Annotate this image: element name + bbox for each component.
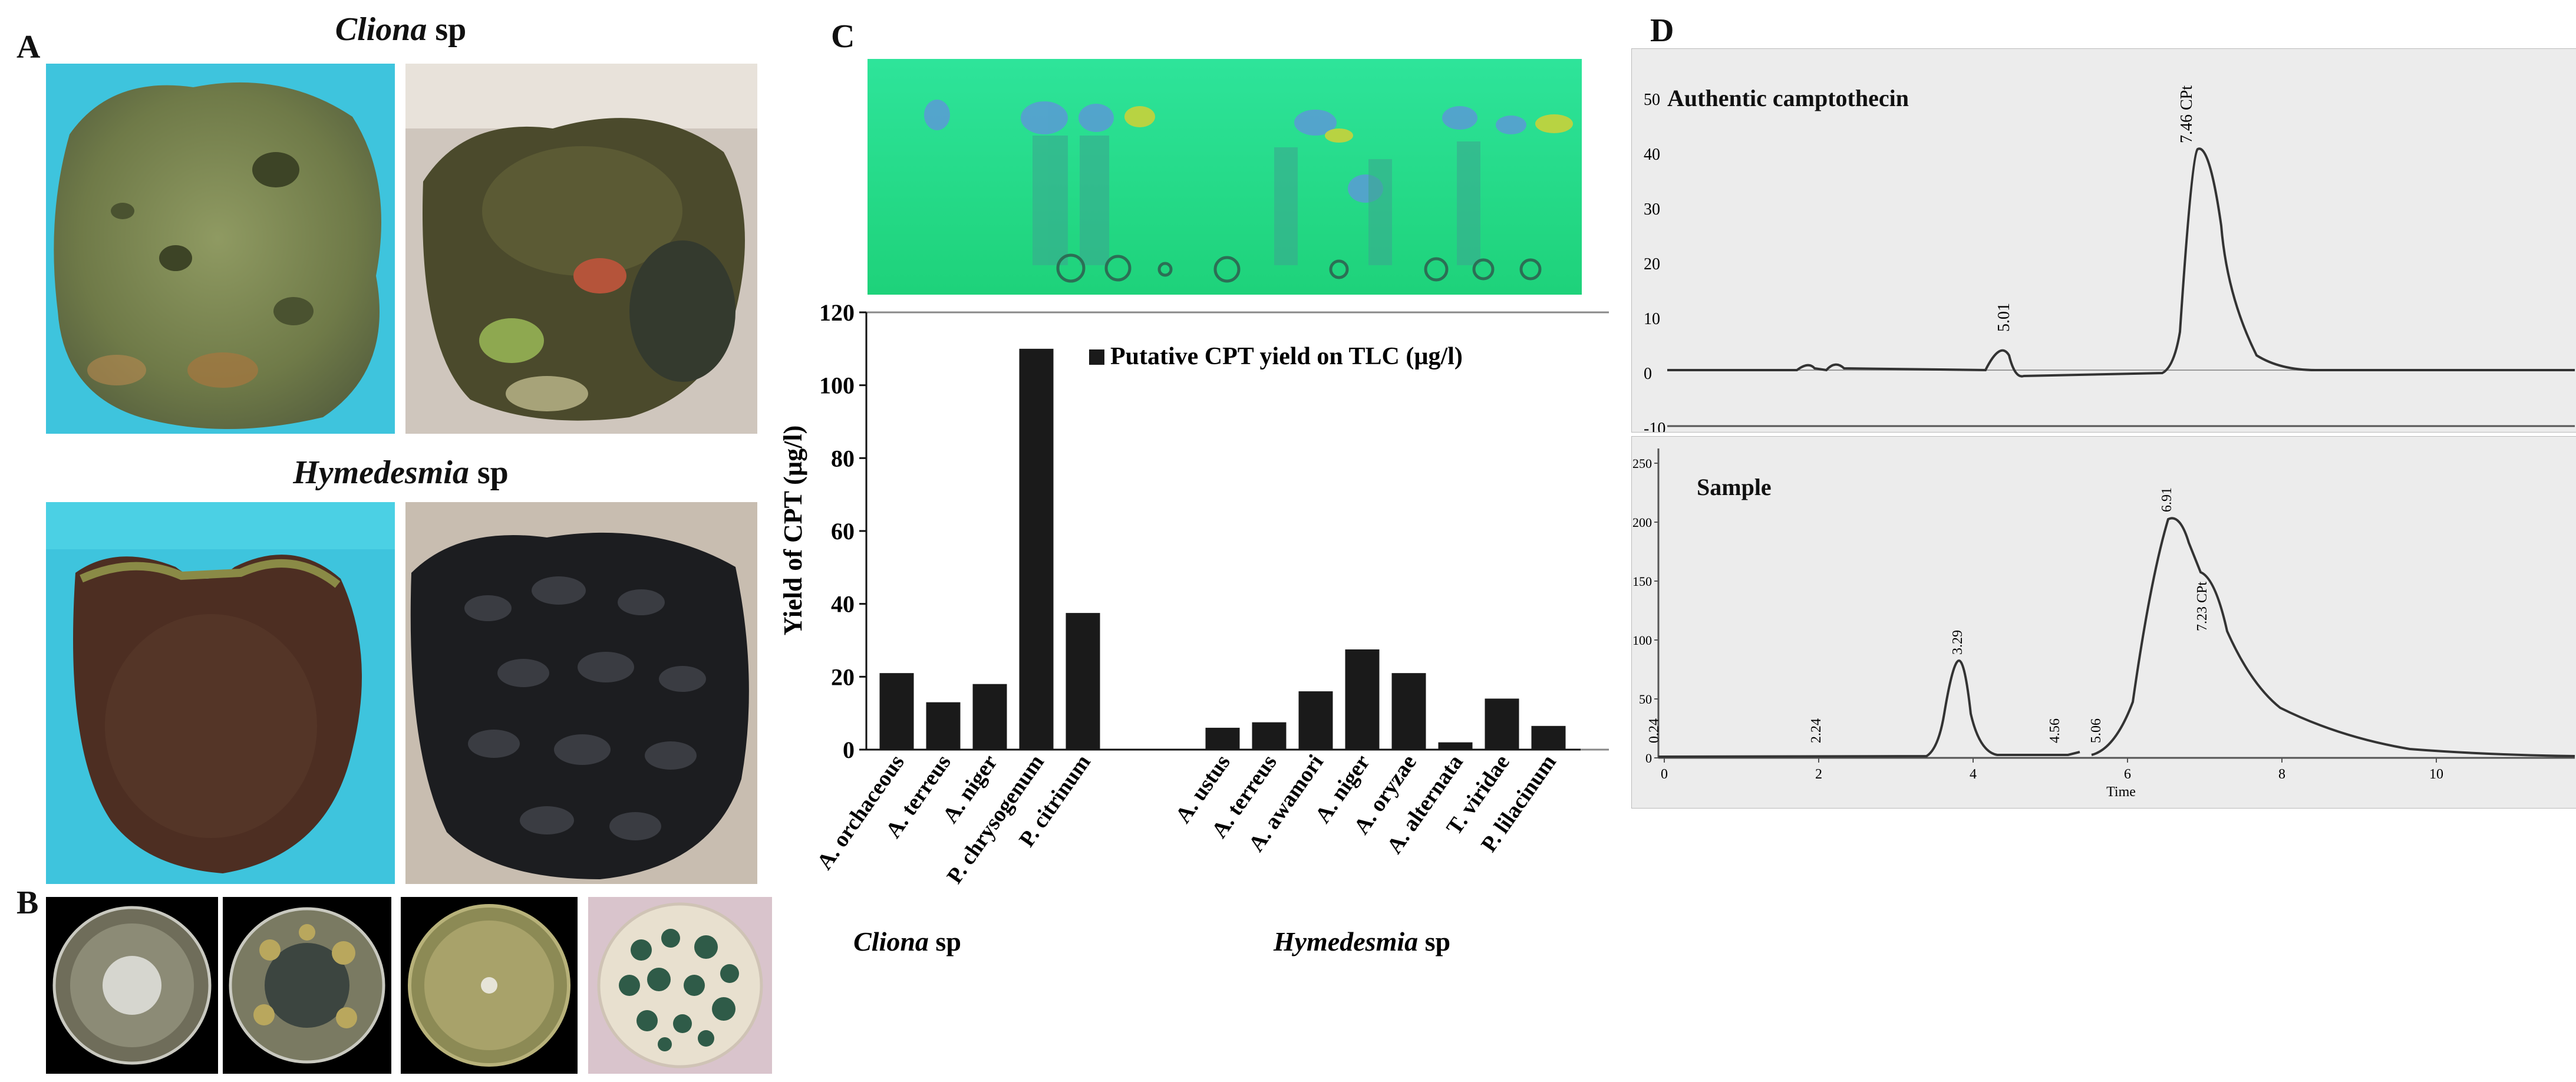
hplc-sample-x-tick: 2 <box>1815 767 1822 782</box>
bar <box>1066 613 1100 750</box>
bar <box>1252 722 1287 750</box>
bar <box>1205 727 1240 750</box>
hplc-sample-trace <box>1658 517 2575 758</box>
cliona-title: Cliona sp <box>224 11 578 48</box>
hplc-sample-peak-4: 4.56 <box>2047 718 2063 743</box>
hplc-sample-y-tick: 200 <box>1632 515 1652 530</box>
group-labels: Cliona sp Hymedesmia sp <box>853 926 1450 956</box>
hplc-sample-title: Sample <box>1697 474 1772 500</box>
hplc-authentic-y-tick: 0 <box>1644 365 1652 383</box>
hplc-authentic-y-tick: 40 <box>1644 146 1660 164</box>
group-label: Cliona sp <box>853 926 961 956</box>
bar <box>926 702 961 750</box>
hplc-sample-x-label: Time <box>2106 784 2136 800</box>
y-tick-label: 100 <box>819 372 855 399</box>
y-tick-label: 40 <box>831 591 855 618</box>
hymedesmia-photo-dry <box>405 502 757 884</box>
hplc-sample-peak-6: 6.91 <box>2159 487 2175 512</box>
hplc-sample-y-tick: 0 <box>1645 751 1652 766</box>
bar <box>879 673 914 750</box>
hplc-authentic-y-tick: 50 <box>1644 91 1660 109</box>
hplc-authentic-peak-1: 5.01 <box>1995 303 2013 332</box>
legend-swatch <box>1089 349 1104 365</box>
hymedesmia-photo-tank <box>46 502 395 884</box>
panel-label-a: A <box>17 29 41 65</box>
bar <box>1531 725 1566 750</box>
hplc-authentic-y-tick: 10 <box>1644 310 1660 328</box>
bars <box>879 348 1566 750</box>
hplc-authentic-panel: Authentic camptothecin 50 40 30 20 10 0 -10 5.… <box>1631 48 2576 433</box>
hplc-sample-x-tick: 8 <box>2278 767 2285 782</box>
hplc-authentic-y-tick: 30 <box>1644 200 1660 219</box>
bar <box>1391 673 1426 750</box>
culture-plate-4 <box>588 897 772 1074</box>
hplc-authentic-y-tick: 20 <box>1644 255 1660 273</box>
hymedesmia-genus: Hymedesmia <box>293 454 469 491</box>
hplc-sample-peak-5: 5.06 <box>2089 718 2104 743</box>
hplc-sample-y-tick: 250 <box>1632 456 1652 471</box>
tlc-plate <box>868 59 1582 295</box>
hplc-sample-peak-7: 7.23 CPt <box>2195 582 2210 631</box>
hplc-sample-x-tick: 10 <box>2429 767 2443 782</box>
y-ticks: 0 20 40 60 80 100 120 <box>819 299 866 763</box>
culture-plate-2 <box>223 897 391 1074</box>
culture-plate-3 <box>401 897 578 1074</box>
hplc-sample-y-tick: 100 <box>1632 633 1652 648</box>
hplc-sample-x-ticks: 0 2 4 6 8 10 <box>1661 758 2443 782</box>
hplc-authentic-title: Authentic camptothecin <box>1667 85 1909 111</box>
y-tick-label: 0 <box>843 737 855 763</box>
bar <box>1485 698 1519 750</box>
hymedesmia-suffix: sp <box>469 454 509 491</box>
hplc-sample-y-tick: 150 <box>1632 574 1652 589</box>
panel-label-c: C <box>831 18 855 55</box>
culture-plate-1 <box>46 897 218 1074</box>
cliona-photo-tank <box>46 64 395 434</box>
bar <box>972 684 1007 750</box>
y-axis-label: Yield of CPT (µg/l) <box>779 425 807 636</box>
panel-label-b: B <box>17 885 39 921</box>
hplc-sample-y-tick: 50 <box>1639 692 1652 707</box>
legend-label: Putative CPT yield on TLC (µg/l) <box>1110 343 1463 370</box>
bar <box>1345 649 1380 750</box>
panel-label-d: D <box>1650 12 1674 49</box>
y-tick-label: 60 <box>831 518 855 545</box>
hplc-authentic-peak-2: 7.46 CPt <box>2178 85 2196 143</box>
hplc-sample-x-tick: 6 <box>2124 767 2131 782</box>
bar <box>1438 742 1473 750</box>
cliona-genus: Cliona <box>335 11 427 48</box>
cliona-suffix: sp <box>427 11 467 48</box>
hplc-sample-x-tick: 0 <box>1661 767 1668 782</box>
y-tick-label: 80 <box>831 445 855 471</box>
bar <box>1298 691 1333 750</box>
hplc-authentic-trace <box>1667 147 2575 378</box>
hplc-sample-panel: Sample 250 200 150 100 50 0 0 2 4 6 8 10 Time 0.24… <box>1631 436 2576 809</box>
hymedesmia-title: Hymedesmia sp <box>224 454 578 491</box>
plot-frame <box>865 311 1609 751</box>
bar <box>1019 348 1054 750</box>
hplc-authentic-y-tick: -10 <box>1644 420 1665 432</box>
hplc-sample-peak-2: 2.24 <box>1809 718 1824 743</box>
hplc-sample-x-tick: 4 <box>1970 767 1977 782</box>
y-tick-label: 20 <box>831 664 855 690</box>
hplc-sample-peak-1: 0.24 <box>1647 718 1662 743</box>
cliona-photo-dry <box>405 64 757 434</box>
hplc-sample-peak-3: 3.29 <box>1950 630 1965 655</box>
group-label: Hymedesmia sp <box>1273 926 1450 956</box>
hplc-authentic-y-ticks: 50 40 30 20 10 0 -10 <box>1644 91 1665 432</box>
y-tick-label: 120 <box>819 299 855 326</box>
